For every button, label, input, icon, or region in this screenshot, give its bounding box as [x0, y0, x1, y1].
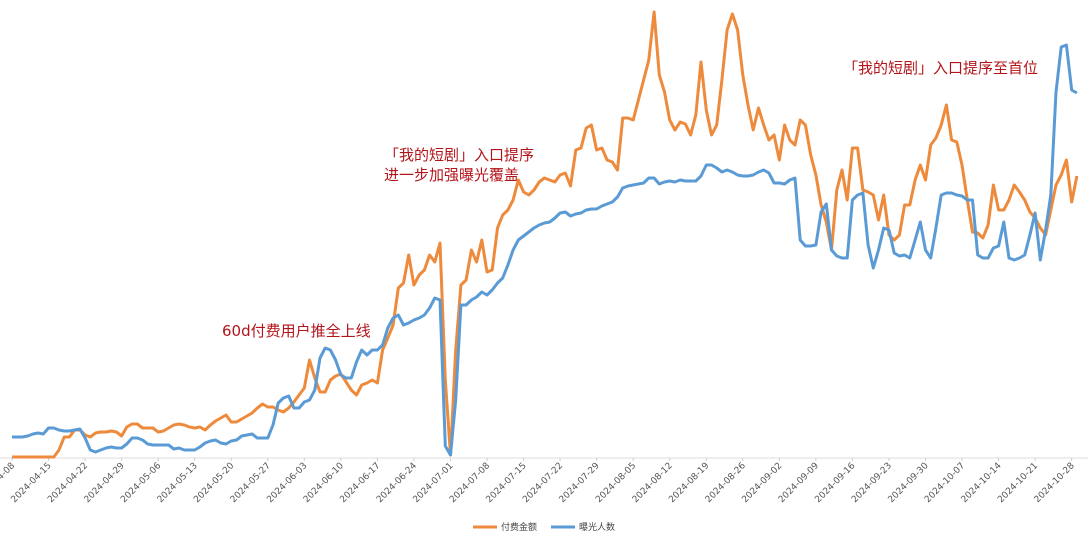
- annotation: 「我的短剧」入口提序至首位: [843, 59, 1038, 77]
- legend-label: 付费金额: [501, 521, 537, 533]
- annotation: 进一步加强曝光覆盖: [384, 166, 519, 184]
- annotation: 60d付费用户推全上线: [222, 322, 371, 340]
- series-line: [12, 43, 1078, 457]
- legend-label: 曝光人数: [579, 521, 615, 533]
- annotation: 「我的短剧」入口提序: [384, 146, 534, 164]
- series-line: [12, 10, 1079, 459]
